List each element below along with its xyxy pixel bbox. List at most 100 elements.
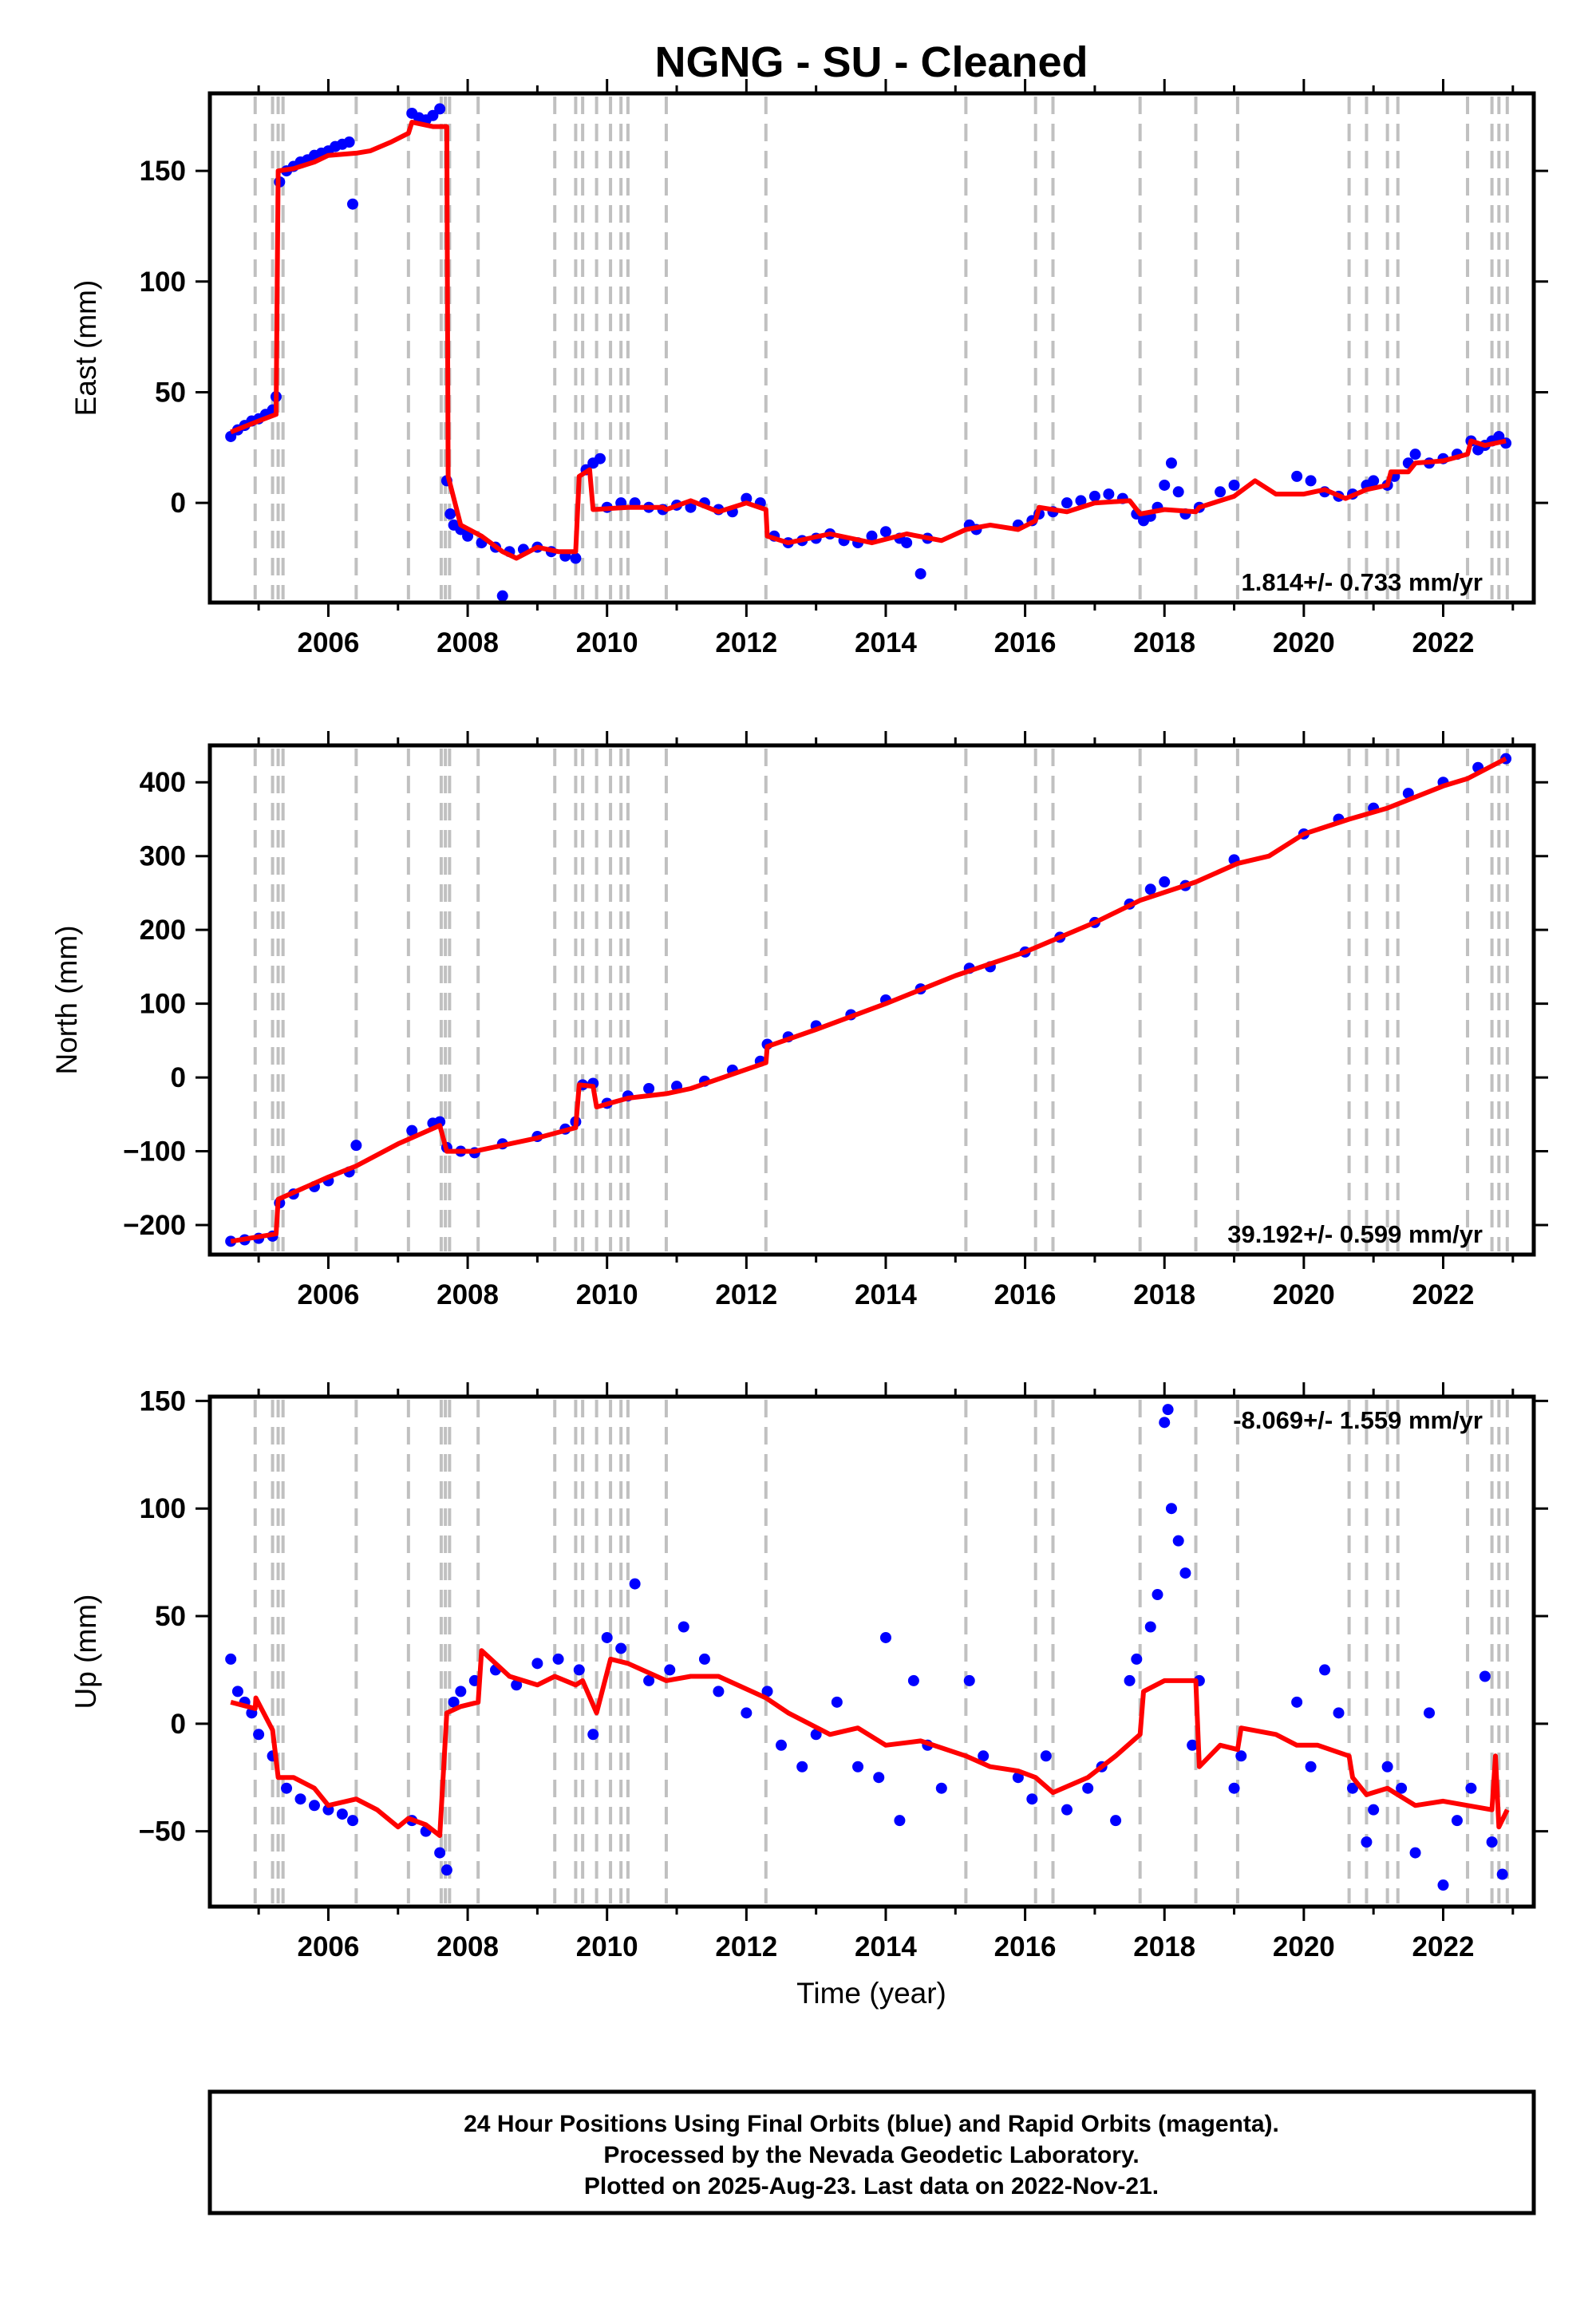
data-point	[643, 1082, 655, 1094]
north-plot-area	[225, 753, 1512, 1247]
data-point	[601, 1631, 613, 1643]
up-panel: 2006 2008 2010 2012 2014 2016 2018 2020 2022 −50 0…	[69, 1382, 1548, 1962]
chart-title: NGNG - SU - Cleaned	[654, 38, 1088, 86]
data-point	[1040, 1750, 1052, 1762]
data-point	[427, 109, 439, 121]
data-point	[873, 1772, 885, 1784]
data-point	[1165, 457, 1177, 469]
footer-line-3: Plotted on 2025-Aug-23. Last data on 202…	[584, 2173, 1159, 2199]
x-tick-label: 2006	[297, 627, 359, 658]
y-tick-label: 0	[171, 1062, 186, 1093]
data-point	[1368, 1804, 1380, 1816]
data-point	[1465, 1782, 1477, 1794]
data-point	[346, 198, 358, 210]
data-point	[281, 1782, 293, 1794]
north-frame	[207, 743, 1536, 1257]
data-point	[1437, 1879, 1449, 1891]
data-point	[810, 1729, 822, 1741]
data-point	[1187, 1739, 1199, 1751]
data-point	[1165, 1503, 1177, 1515]
data-point	[629, 1578, 641, 1590]
y-tick-label: −100	[123, 1136, 186, 1168]
data-point	[664, 1664, 676, 1676]
data-point	[1026, 1793, 1038, 1805]
data-point	[1346, 1782, 1358, 1794]
footer-line-1: 24 Hour Positions Using Final Orbits (bl…	[464, 2111, 1279, 2137]
data-point	[350, 1140, 362, 1152]
data-point	[440, 1864, 452, 1876]
x-tick-label: 2022	[1412, 1279, 1475, 1310]
data-point	[643, 1674, 655, 1686]
data-point	[462, 530, 474, 542]
data-point	[685, 501, 697, 513]
x-tick-label: 2012	[715, 1279, 777, 1310]
data-point	[225, 1653, 237, 1665]
data-point	[1493, 430, 1505, 442]
data-point	[346, 1815, 358, 1827]
east-frame	[207, 91, 1536, 605]
y-tick-label: 0	[171, 1709, 186, 1740]
east-rate-label: 1.814+/- 0.733 mm/yr	[1242, 568, 1483, 596]
data-point	[901, 537, 913, 549]
data-point	[1424, 1707, 1436, 1719]
data-point	[1319, 1664, 1331, 1676]
x-tick-label: 2014	[855, 627, 917, 658]
data-point	[1179, 1567, 1191, 1579]
y-tick-label: 100	[140, 989, 186, 1020]
up-rate-label: -8.069+/- 1.559 mm/yr	[1233, 1406, 1483, 1434]
data-point	[1159, 876, 1171, 888]
data-point	[1396, 1782, 1408, 1794]
data-point	[1110, 1815, 1122, 1827]
x-tick-label: 2010	[576, 627, 638, 658]
data-point	[1368, 475, 1380, 487]
footer-box	[207, 2089, 1536, 2215]
data-point	[570, 552, 582, 564]
model-line	[230, 756, 1507, 1244]
data-point	[587, 1729, 599, 1741]
data-point	[915, 567, 926, 579]
y-tick-label: 150	[140, 156, 186, 187]
x-tick-label: 2020	[1273, 1931, 1335, 1962]
data-point	[1103, 488, 1115, 500]
data-point	[894, 1815, 906, 1827]
data-point	[511, 1679, 523, 1691]
data-point	[1381, 1761, 1393, 1773]
north-panel: 2006 2008 2010 2012 2014 2016 2018 2020 2022 −200…	[50, 731, 1548, 1310]
data-point	[1088, 490, 1100, 502]
east-panel: 2006 2008 2010 2012 2014 2016 2018 2020 2022 0 50 1…	[69, 79, 1548, 658]
east-y-axis-label: East (mm)	[69, 280, 102, 417]
y-tick-label: 300	[140, 841, 186, 872]
data-point	[231, 1686, 243, 1697]
up-plot-area	[225, 1404, 1510, 1891]
model-line	[230, 120, 1507, 561]
model-line	[230, 1648, 1510, 1838]
east-plot-area	[225, 103, 1512, 602]
north-breaks	[253, 749, 1509, 1251]
x-tick-label: 2008	[437, 627, 499, 658]
north-y-axis-label: North (mm)	[50, 925, 83, 1074]
data-point	[1305, 1761, 1317, 1773]
y-tick-label: 50	[155, 377, 186, 408]
data-point	[1479, 1670, 1491, 1682]
x-tick-label: 2018	[1133, 1931, 1195, 1962]
data-point	[1291, 1696, 1303, 1708]
x-tick-label: 2022	[1412, 627, 1475, 658]
data-point	[343, 136, 355, 148]
data-point	[978, 1750, 990, 1762]
x-tick-label: 2008	[437, 1279, 499, 1310]
data-point	[552, 1653, 564, 1665]
data-point	[455, 1686, 467, 1697]
data-point	[1228, 479, 1240, 491]
data-point	[573, 1664, 585, 1676]
north-rate-label: 39.192+/- 0.599 mm/yr	[1227, 1220, 1483, 1248]
data-point	[444, 508, 456, 520]
data-point	[1124, 1674, 1136, 1686]
up-y-axis-label: Up (mm)	[69, 1595, 102, 1709]
data-point	[1305, 475, 1317, 487]
data-point	[796, 1761, 808, 1773]
data-point	[1409, 1847, 1421, 1859]
data-point	[1152, 1589, 1163, 1601]
data-point	[225, 430, 237, 442]
data-point	[907, 1674, 919, 1686]
